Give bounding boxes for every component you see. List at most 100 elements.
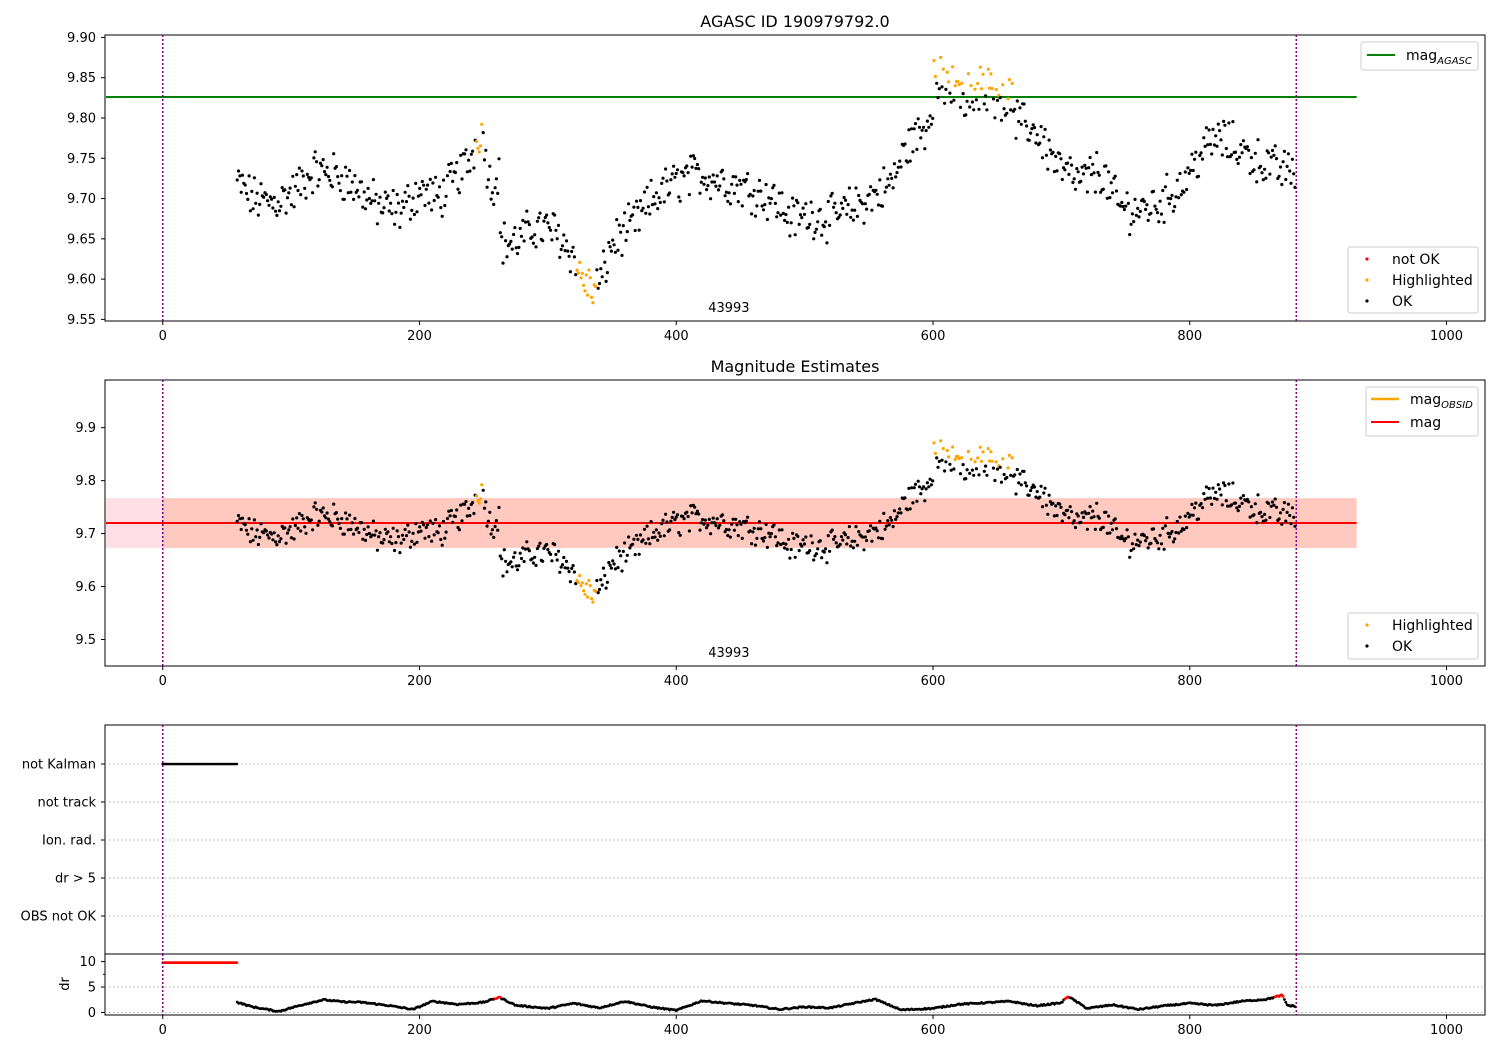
x-tick-label-0: 0 [159, 674, 167, 689]
ok-point [728, 202, 733, 206]
ok-point [472, 511, 476, 516]
ok-point [1284, 177, 1288, 182]
ok-point [1018, 106, 1022, 110]
ok-point [693, 156, 697, 161]
ok-point [1281, 160, 1285, 164]
ok-point [1174, 530, 1178, 535]
ok-point [912, 127, 916, 131]
legend-not-ok-marker [1365, 257, 1369, 261]
ok-point [1072, 177, 1076, 181]
ok-point [301, 174, 305, 178]
ok-point [658, 534, 662, 538]
ok-point [1264, 518, 1268, 522]
ok-point [1241, 139, 1245, 143]
ok-point [484, 500, 488, 504]
ok-point [1210, 152, 1214, 156]
ok-point [1137, 215, 1141, 219]
ok-point [642, 190, 647, 194]
ok-point [346, 191, 350, 195]
ok-point [555, 237, 559, 241]
ok-point [279, 537, 283, 541]
ok-point [878, 519, 882, 524]
ok-point [537, 544, 541, 548]
ok-point [913, 122, 918, 126]
ok-point [545, 542, 549, 547]
ok-point [489, 197, 493, 201]
ok-point [638, 533, 643, 537]
ok-point [828, 549, 832, 553]
ok-point [783, 546, 787, 550]
ok-point [919, 492, 923, 496]
ok-point [488, 164, 492, 168]
highlighted-point [941, 446, 945, 451]
ok-point [534, 563, 538, 568]
ok-point [485, 524, 489, 528]
ok-point [895, 171, 899, 175]
ok-point [546, 221, 550, 225]
ok-point [271, 206, 275, 210]
ok-point [686, 171, 690, 175]
ok-point [903, 142, 907, 146]
ok-point [599, 578, 603, 582]
ok-point [808, 549, 812, 553]
ok-point [275, 543, 279, 547]
ok-point [1183, 170, 1187, 174]
ok-point [929, 483, 934, 487]
ok-point [1042, 135, 1046, 139]
ok-point [292, 205, 296, 209]
ok-point [1224, 146, 1228, 151]
ok-point [244, 528, 249, 532]
ok-point [556, 549, 561, 553]
ok-point [279, 204, 283, 208]
ok-point [440, 543, 444, 547]
ok-point [982, 469, 986, 473]
ok-point [694, 512, 698, 516]
ok-point [277, 209, 282, 213]
ok-point [763, 203, 767, 207]
highlighted-point [575, 268, 579, 272]
ok-point [1113, 174, 1117, 178]
y-tick-label-1: 9.6 [75, 580, 96, 595]
ok-point [1017, 481, 1021, 485]
ok-point [488, 510, 492, 514]
ok-point [785, 220, 789, 224]
ok-point [309, 518, 313, 522]
ok-point [788, 556, 792, 560]
ok-point [378, 531, 382, 535]
ok-point [972, 473, 976, 477]
highlighted-point [474, 139, 479, 143]
ok-point [1080, 165, 1084, 169]
ok-point [1030, 127, 1034, 131]
agasc-obs-boundaries [162, 35, 1298, 321]
ok-point [648, 542, 652, 546]
ok-point [315, 160, 319, 164]
ok-point [549, 228, 553, 232]
ok-point [627, 535, 631, 539]
ok-point [710, 521, 714, 525]
ok-point [1261, 178, 1265, 182]
ok-point [500, 557, 504, 561]
ok-point [985, 108, 989, 112]
ok-point [1239, 143, 1243, 147]
ok-point [396, 535, 401, 539]
ok-point [1067, 172, 1071, 176]
ok-point [995, 467, 1000, 471]
ok-point [847, 525, 852, 529]
ok-point [740, 536, 744, 541]
ok-point [361, 205, 365, 209]
ok-point [1280, 522, 1284, 526]
ok-point [1114, 189, 1119, 193]
ok-point [991, 97, 996, 101]
x-tick-label-400: 400 [664, 674, 689, 689]
highlighted-point [994, 87, 998, 92]
ok-point [449, 161, 453, 165]
ok-point [246, 197, 250, 201]
ok-point [344, 511, 348, 515]
ok-point [1259, 510, 1263, 514]
ok-point [779, 213, 783, 217]
ok-point [884, 524, 889, 528]
ok-point [1107, 170, 1111, 174]
ok-point [892, 162, 897, 166]
highlighted-point [584, 273, 588, 277]
ok-point [316, 184, 320, 188]
